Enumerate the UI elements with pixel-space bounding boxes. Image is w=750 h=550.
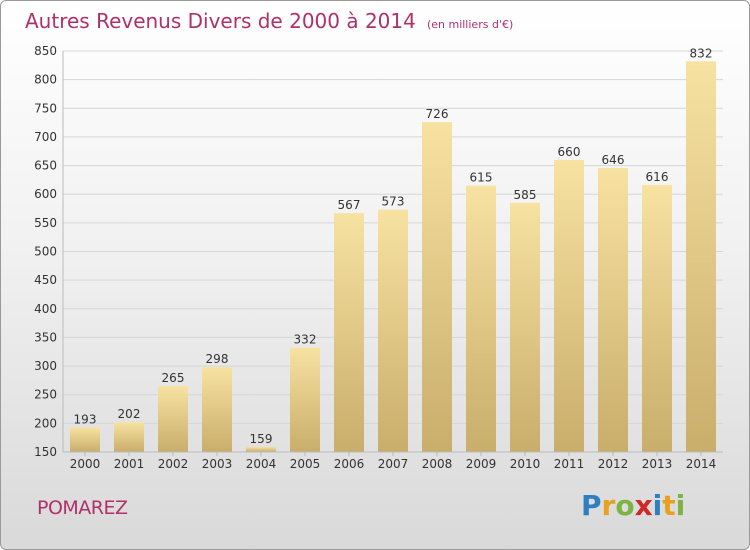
chart-title-unit: (en milliers d'€): [426, 18, 514, 31]
bar: [334, 213, 364, 452]
bar: [114, 422, 144, 452]
data-label: 615: [470, 171, 493, 185]
x-tick-label: 2004: [246, 457, 277, 471]
logo-letter: o: [615, 489, 635, 522]
y-tick-label: 350: [34, 330, 57, 344]
bar: [378, 209, 408, 452]
bar: [554, 159, 584, 453]
bar: [686, 61, 716, 452]
y-tick-label: 850: [34, 44, 57, 58]
x-tick-label: 2002: [158, 457, 189, 471]
logo-letter: x: [634, 489, 653, 522]
data-label: 726: [426, 107, 449, 121]
y-tick-label: 400: [34, 302, 57, 316]
data-label: 193: [74, 412, 97, 426]
data-label: 573: [382, 195, 405, 209]
bar: [246, 446, 276, 452]
bar: [642, 185, 672, 452]
y-tick-label: 300: [34, 359, 57, 373]
logo-letter: t: [662, 489, 676, 522]
bar: [290, 347, 320, 452]
logo-letter: i: [652, 489, 663, 522]
data-label: 660: [558, 145, 581, 159]
y-tick-label: 200: [34, 416, 57, 430]
data-label: 265: [162, 371, 185, 385]
y-tick-label: 800: [34, 73, 57, 87]
x-tick-label: 2000: [70, 457, 101, 471]
y-tick-label: 600: [34, 187, 57, 201]
y-tick-label: 250: [34, 388, 57, 402]
x-tick-label: 2008: [422, 457, 453, 471]
data-label: 832: [690, 46, 713, 60]
x-tick-label: 2001: [114, 457, 145, 471]
x-tick-label: 2005: [290, 457, 321, 471]
y-tick-label: 500: [34, 245, 57, 259]
x-tick-label: 2012: [598, 457, 629, 471]
data-label: 298: [206, 352, 229, 366]
x-tick-label: 2009: [466, 457, 497, 471]
data-label: 616: [646, 170, 669, 184]
bar: [466, 185, 496, 452]
data-label: 585: [514, 188, 537, 202]
y-tick-label: 150: [34, 445, 57, 459]
chart-title-main: Autres Revenus Divers de 2000 à 2014: [25, 9, 416, 33]
x-tick-label: 2007: [378, 457, 409, 471]
y-tick-label: 450: [34, 273, 57, 287]
x-tick-label: 2003: [202, 457, 233, 471]
y-tick-label: 550: [34, 216, 57, 230]
logo-letter: r: [601, 489, 616, 522]
y-tick-label: 700: [34, 130, 57, 144]
bar: [510, 202, 540, 452]
bar: [202, 367, 232, 452]
y-tick-label: 750: [34, 101, 57, 115]
logo-letter: P: [581, 489, 602, 522]
x-tick-label: 2006: [334, 457, 365, 471]
x-tick-label: 2011: [554, 457, 585, 471]
data-label: 646: [602, 153, 625, 167]
x-tick-label: 2010: [510, 457, 541, 471]
bar: [70, 427, 100, 452]
x-tick-label: 2013: [642, 457, 673, 471]
proxiti-logo: Proxiti: [581, 489, 685, 522]
place-name: POMAREZ: [37, 497, 128, 519]
data-label: 567: [338, 198, 361, 212]
bar: [422, 122, 452, 452]
chart-title: Autres Revenus Divers de 2000 à 2014 (en…: [25, 9, 513, 33]
x-tick-label: 2014: [686, 457, 717, 471]
data-label: 202: [118, 407, 141, 421]
y-tick-label: 650: [34, 159, 57, 173]
bar: [158, 386, 188, 452]
logo-letter: i: [675, 489, 686, 522]
data-label: 332: [294, 333, 317, 347]
bar: [598, 167, 628, 452]
data-label: 159: [250, 432, 273, 446]
